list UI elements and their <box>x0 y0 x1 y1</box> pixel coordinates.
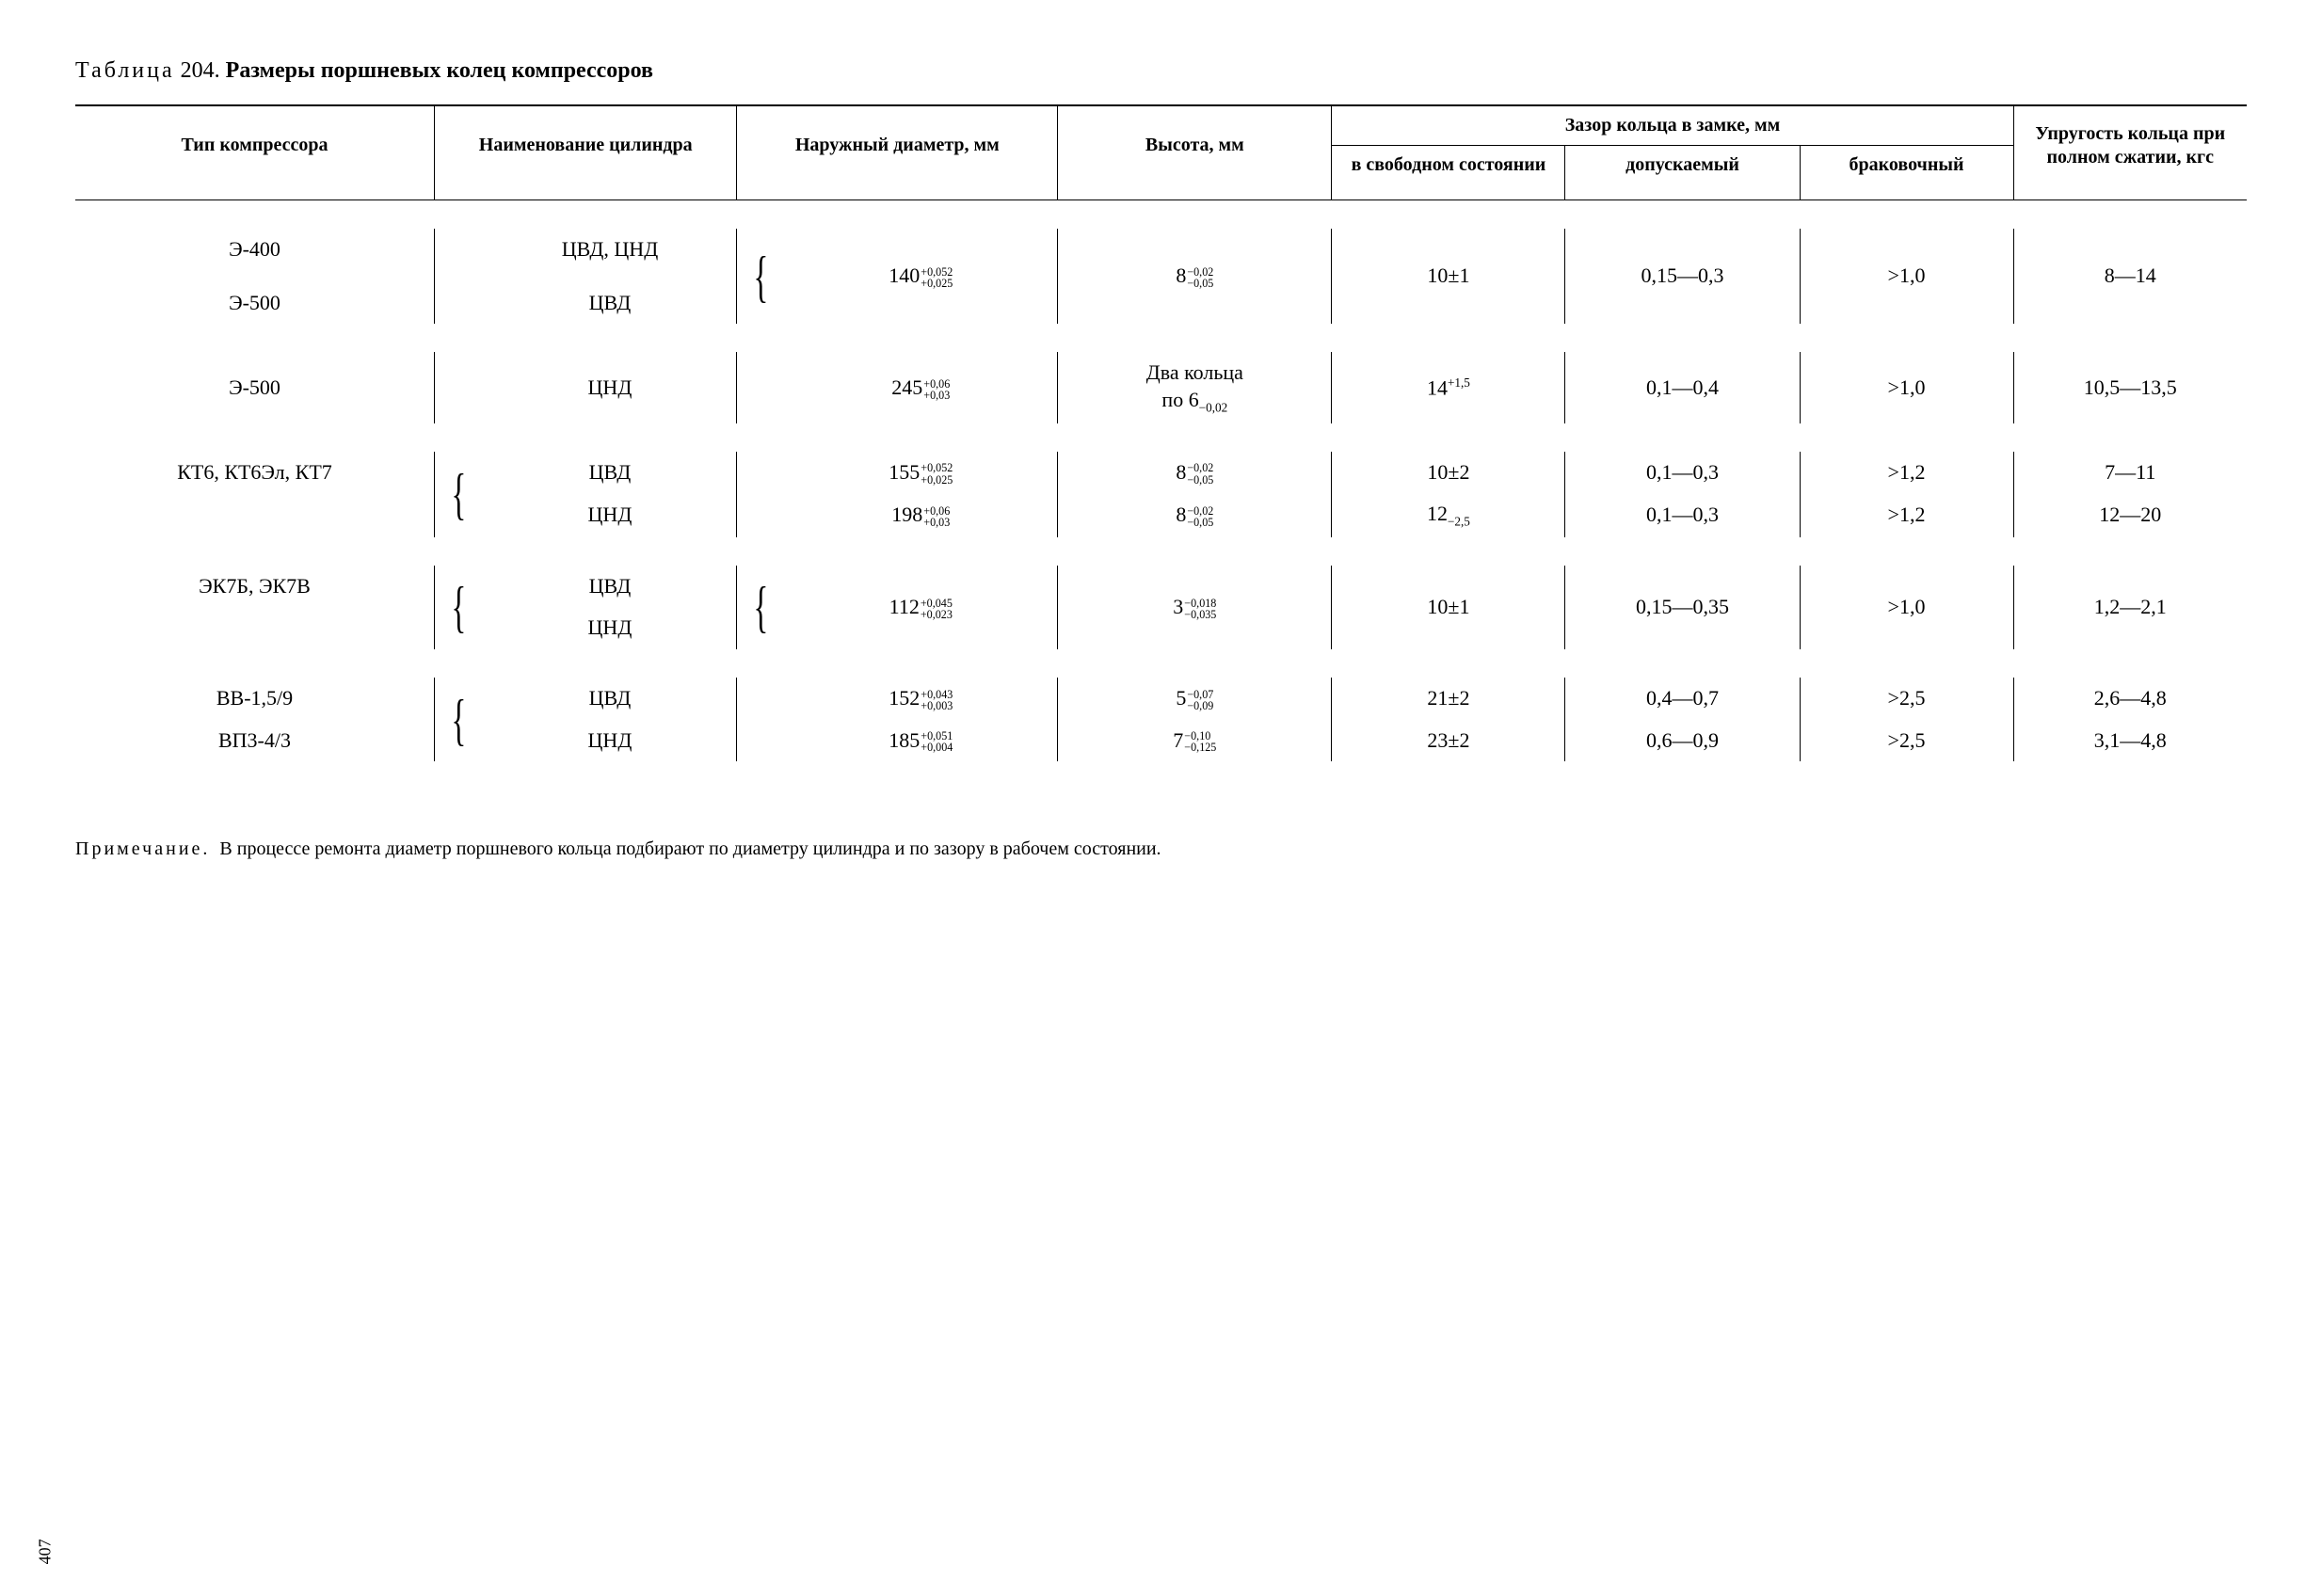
table-cell: ЦВД <box>483 452 737 494</box>
table-cell: >1,0 <box>1800 352 2013 423</box>
hdr-gap-reject: браковочный <box>1800 146 2013 185</box>
table-cell: 10±2 <box>1332 452 1565 494</box>
table-cell: 14+1,5 <box>1332 352 1565 423</box>
table-cell: 152+0,043+0,003 <box>784 678 1057 720</box>
table-cell: 0,4—0,7 <box>1565 678 1800 720</box>
footnote: Примечание. В процессе ремонта диаметр п… <box>75 837 2247 861</box>
table-cell: КТ6, КТ6Эл, КТ7 <box>75 452 434 537</box>
table-cell: ЭК7Б, ЭК7В <box>75 566 434 649</box>
table-cell: 12—20 <box>2013 493 2247 537</box>
table-cell: 0,15—0,35 <box>1565 566 1800 649</box>
table-cell: 21±2 <box>1332 678 1565 720</box>
table-cell: >1,0 <box>1800 566 2013 649</box>
table-cell: Два кольца по 6−0,02 <box>1058 352 1332 423</box>
piston-ring-table: Тип компрессора Наименование цилиндра На… <box>75 104 2247 808</box>
table-cell: >2,5 <box>1800 720 2013 762</box>
table-cell: 185+0,051+0,004 <box>784 720 1057 762</box>
table-cell: ВВ-1,5/9 <box>75 678 434 720</box>
page-number: 407 <box>35 1539 56 1564</box>
table-cell: 8−0,02−0,05 <box>1058 452 1332 494</box>
hdr-gap-group: Зазор кольца в замке, мм <box>1332 105 2013 146</box>
table-cell: ЦНД <box>483 720 737 762</box>
table-cell: ЦНД <box>483 493 737 537</box>
table-cell: 140+0,052+0,025 <box>784 229 1057 325</box>
hdr-gap-allow: допускаемый <box>1565 146 1800 185</box>
table-caption: Таблица 204. Размеры поршневых колец ком… <box>75 56 2247 86</box>
table-cell: 10±1 <box>1332 566 1565 649</box>
table-cell: 7—11 <box>2013 452 2247 494</box>
table-cell: 245+0,06+0,03 <box>784 352 1057 423</box>
table-cell: >1,2 <box>1800 452 2013 494</box>
brace-icon: { <box>434 452 483 537</box>
table-cell: 8−0,02−0,05 <box>1058 493 1332 537</box>
note-label: Примечание. <box>75 838 210 859</box>
table-cell: 0,15—0,3 <box>1565 229 1800 325</box>
table-cell: Э-500 <box>75 352 434 423</box>
table-cell: 7−0,10−0,125 <box>1058 720 1332 762</box>
hdr-elasticity: Упругость кольца при полном сжатии, кгс <box>2013 105 2247 184</box>
hdr-cylinder: Наименование цилиндра <box>434 105 736 184</box>
hdr-outer-dia: Наружный диаметр, мм <box>737 105 1058 184</box>
caption-label: Таблица <box>75 58 175 83</box>
note-text: В процессе ремонта диаметр поршневого ко… <box>219 838 1161 859</box>
table-cell: 10,5—13,5 <box>2013 352 2247 423</box>
table-cell: 0,6—0,9 <box>1565 720 1800 762</box>
table-cell: 1,2—2,1 <box>2013 566 2247 649</box>
table-cell: 5−0,07−0,09 <box>1058 678 1332 720</box>
brace-icon: { <box>737 229 784 325</box>
table-cell: 8—14 <box>2013 229 2247 325</box>
table-cell: 10±1 <box>1332 229 1565 325</box>
hdr-height: Высота, мм <box>1058 105 1332 184</box>
table-cell: 2,6—4,8 <box>2013 678 2247 720</box>
table-cell: 155+0,052+0,025 <box>784 452 1057 494</box>
table-cell: ЦВД <box>483 678 737 720</box>
table-cell: 12−2,5 <box>1332 493 1565 537</box>
table-cell: >2,5 <box>1800 678 2013 720</box>
table-cell: 23±2 <box>1332 720 1565 762</box>
caption-number: 204. <box>181 58 220 83</box>
hdr-gap-free: в свободном состоянии <box>1332 146 1565 185</box>
brace-icon: { <box>434 566 483 649</box>
table-cell: 3,1—4,8 <box>2013 720 2247 762</box>
brace-icon: { <box>737 566 784 649</box>
table-cell: ЦНД <box>483 607 737 649</box>
table-cell: >1,0 <box>1800 229 2013 325</box>
table-cell: ЦНД <box>483 352 737 423</box>
table-cell: 0,1—0,3 <box>1565 452 1800 494</box>
table-cell: 8−0,02−0,05 <box>1058 229 1332 325</box>
table-cell: Э-400 Э-500 <box>75 229 434 325</box>
table-cell: 3−0,018−0,035 <box>1058 566 1332 649</box>
table-cell: ЦВД, ЦНД ЦВД <box>483 229 737 325</box>
table-cell: >1,2 <box>1800 493 2013 537</box>
brace-icon: { <box>434 678 483 761</box>
table-cell: 0,1—0,3 <box>1565 493 1800 537</box>
hdr-compressor: Тип компрессора <box>75 105 434 184</box>
caption-title: Размеры поршневых колец компрессоров <box>226 58 653 83</box>
table-cell: ЦВД <box>483 566 737 608</box>
table-cell: 0,1—0,4 <box>1565 352 1800 423</box>
table-cell: 198+0,06+0,03 <box>784 493 1057 537</box>
table-cell: 112+0,045+0,023 <box>784 566 1057 649</box>
table-cell: ВП3-4/3 <box>75 720 434 762</box>
